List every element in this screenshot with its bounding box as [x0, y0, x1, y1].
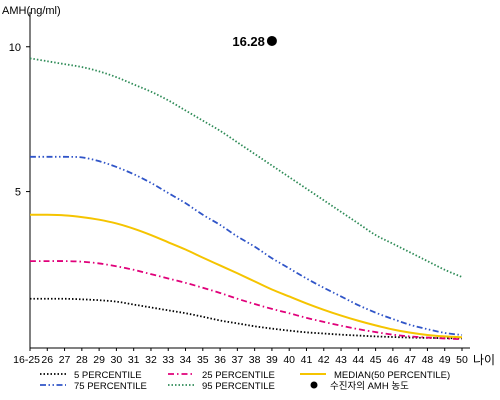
x-tick-label-37: 37 [232, 354, 244, 366]
y-tick-label-5: 5 [15, 187, 21, 199]
x-tick-label-45: 45 [370, 354, 382, 366]
x-tick-label-39: 39 [266, 354, 278, 366]
x-tick-label-38: 38 [249, 354, 261, 366]
series-line-0 [30, 297, 463, 340]
x-tick-label-41: 41 [301, 354, 313, 366]
patient-marker-label: 16.28 [232, 34, 265, 49]
x-tick-label-50: 50 [456, 354, 468, 366]
x-tick-label-29: 29 [93, 354, 105, 366]
x-tick-label-40: 40 [283, 354, 295, 366]
x-axis-title: 나이 [473, 353, 495, 367]
x-tick-label-34: 34 [180, 354, 192, 366]
x-tick-label-42: 42 [318, 354, 330, 366]
x-tick-label-30: 30 [111, 354, 123, 366]
series-line-1 [29, 260, 463, 341]
series-line-2 [29, 213, 463, 339]
x-tick-label-47: 47 [404, 354, 416, 366]
x-tick-label-46: 46 [387, 354, 399, 366]
legend-label-4: 95 PERCENTILE [202, 381, 275, 392]
x-tick-label-35: 35 [197, 354, 209, 366]
x-tick-label-43: 43 [335, 354, 347, 366]
x-tick-label-33: 33 [162, 354, 174, 366]
series-line-3 [30, 155, 463, 336]
y-tick-label-10: 10 [9, 42, 21, 54]
plot-area: 10 5 16-25 26 27 28 29 30 31 32 33 34 35 36 37 38 39 40 41… [9, 12, 495, 367]
x-tick-label-31: 31 [128, 354, 140, 366]
legend: 5 PERCENTILE 25 PERCENTILE 75 PERCENTILE 95… [40, 370, 450, 392]
legend-label-0: 5 PERCENTILE [74, 370, 142, 381]
x-tick-label-16-25: 16-25 [13, 354, 40, 366]
legend-marker-label: 수진자의 AMH 농도 [330, 381, 409, 392]
legend-label-3: 75 PERCENTILE [74, 381, 147, 392]
x-tick-label-26: 26 [41, 354, 53, 366]
x-tick-label-36: 36 [214, 354, 226, 366]
x-tick-label-27: 27 [59, 354, 71, 366]
x-tick-label-48: 48 [422, 354, 434, 366]
y-axis-title: AMH(ng/ml) [2, 5, 61, 17]
x-tick-label-28: 28 [76, 354, 88, 366]
x-tick-label-44: 44 [352, 354, 364, 366]
legend-label-2: MEDIAN(50 PERCENTILE) [334, 370, 450, 381]
legend-label-1: 25 PERCENTILE [202, 370, 275, 381]
patient-marker [266, 35, 277, 46]
series-line-4 [29, 57, 463, 278]
x-tick-label-32: 32 [145, 354, 157, 366]
x-tick-label-49: 49 [439, 354, 451, 366]
legend-marker-swatch [310, 381, 318, 389]
